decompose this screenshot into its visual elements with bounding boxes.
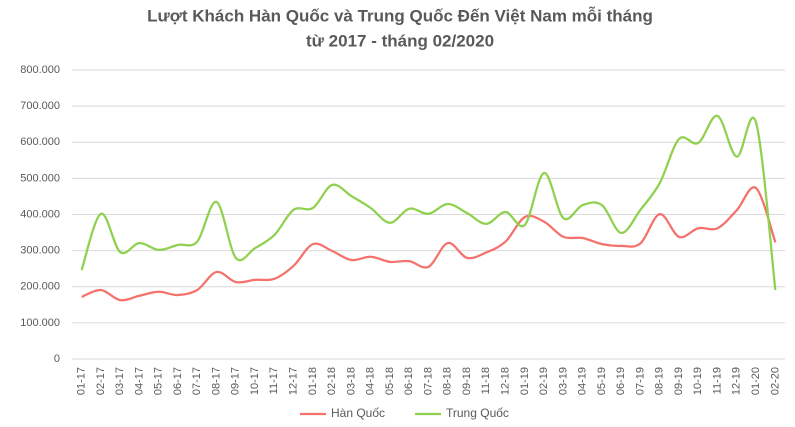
y-tick-label: 500.000: [20, 172, 60, 184]
x-tick-label: 02-19: [538, 367, 550, 395]
chart-title: từ 2017 - tháng 02/2020: [306, 31, 494, 50]
y-tick-label: 0: [54, 353, 60, 365]
x-tick-label: 07-17: [191, 367, 203, 395]
chart-title: Lượt Khách Hàn Quốc và Trung Quốc Đến Vi…: [147, 6, 653, 25]
x-tick-label: 02-17: [95, 367, 107, 395]
x-tick-label: 04-19: [577, 367, 589, 395]
x-tick-label: 03-19: [557, 367, 569, 395]
series-line: [80, 114, 777, 291]
y-tick-label: 200.000: [20, 281, 60, 293]
x-tick-label: 01-18: [307, 367, 319, 395]
x-tick-label: 09-19: [673, 367, 685, 395]
y-tick-label: 400.000: [20, 208, 60, 220]
legend-label: Trung Quốc: [446, 406, 509, 420]
x-tick-label: 12-17: [288, 367, 300, 395]
x-tick-label: 05-18: [384, 367, 396, 395]
x-tick-label: 11-18: [480, 367, 492, 394]
x-tick-label: 11-19: [711, 367, 723, 394]
x-tick-label: 08-19: [654, 367, 666, 395]
y-tick-label: 300.000: [20, 245, 60, 257]
x-tick-label: 05-19: [596, 367, 608, 395]
x-tick-label: 07-19: [634, 367, 646, 395]
x-tick-label: 06-17: [172, 367, 184, 395]
series-line: [81, 186, 777, 302]
x-tick-label: 08-17: [210, 367, 222, 395]
x-tick-label: 12-19: [731, 367, 743, 395]
x-tick-label: 04-18: [365, 367, 377, 395]
y-tick-label: 600.000: [20, 136, 60, 148]
x-tick-label: 05-17: [153, 367, 165, 395]
x-tick-label: 09-17: [230, 367, 242, 395]
x-tick-label: 11-17: [268, 367, 280, 394]
x-tick-label: 01-17: [76, 367, 88, 395]
x-tick-label: 10-17: [249, 367, 261, 395]
x-tick-label: 06-19: [615, 367, 627, 395]
x-tick-label: 09-18: [461, 367, 473, 395]
x-tick-label: 01-20: [750, 367, 762, 395]
x-tick-label: 02-20: [769, 367, 781, 395]
x-tick-label: 03-18: [345, 367, 357, 395]
y-tick-label: 800.000: [20, 64, 60, 76]
x-tick-label: 01-19: [519, 367, 531, 395]
x-tick-label: 04-17: [133, 367, 145, 395]
y-tick-label: 700.000: [20, 100, 60, 112]
x-tick-label: 02-18: [326, 367, 338, 395]
y-tick-label: 100.000: [20, 317, 60, 329]
x-tick-label: 10-19: [692, 367, 704, 395]
x-tick-label: 07-18: [422, 367, 434, 395]
x-tick-label: 03-17: [114, 367, 126, 395]
x-tick-label: 08-18: [442, 367, 454, 395]
x-tick-label: 12-18: [499, 367, 511, 395]
legend-label: Hàn Quốc: [331, 406, 385, 420]
x-tick-label: 06-18: [403, 367, 415, 395]
